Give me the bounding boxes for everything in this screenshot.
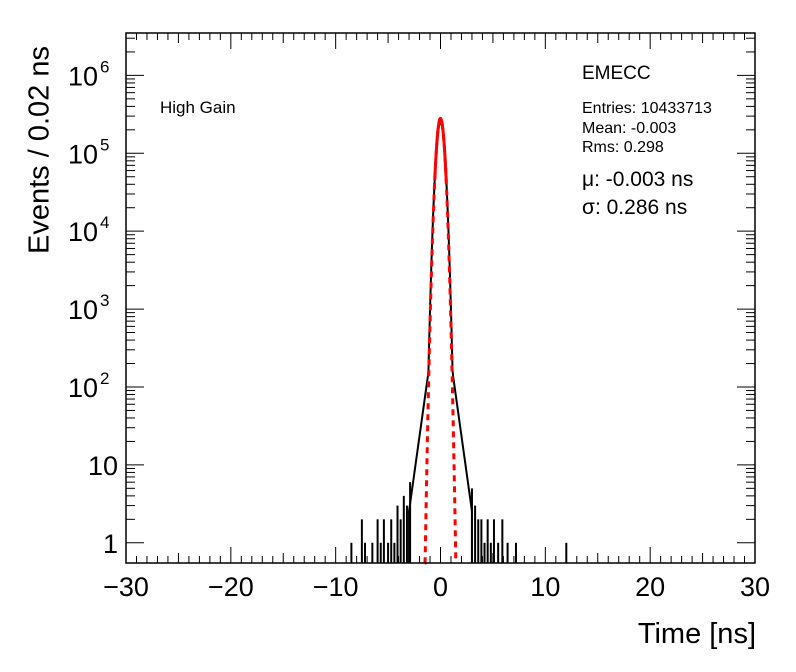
histogram-sparse-bins (350, 482, 568, 563)
y-tick-label: 10 (68, 217, 98, 247)
x-axis-label: Time [ns] (637, 618, 756, 650)
y-axis-label: Events / 0.02 ns (23, 46, 56, 254)
stats-mean: Mean: -0.003 (582, 120, 677, 137)
plot-frame (125, 32, 756, 564)
y-tick-exponent: 2 (100, 369, 109, 388)
y-tick-exponent: 3 (100, 291, 109, 310)
y-tick-label: 10 (68, 295, 98, 325)
fit-sigma: σ: 0.286 ns (582, 196, 688, 219)
gain-annotation: High Gain (160, 98, 236, 117)
stats-rms: Rms: 0.298 (582, 139, 664, 156)
axis-ticks (125, 33, 756, 563)
fit-mu: μ: -0.003 ns (582, 168, 694, 191)
y-tick-label: 10 (88, 451, 118, 481)
x-tick-label: −30 (103, 572, 149, 602)
x-tick-label: 10 (530, 572, 560, 602)
stats-title: EMECC (582, 63, 651, 84)
y-tick-label: 10 (68, 61, 98, 91)
x-tick-label: 30 (740, 572, 770, 602)
x-tick-label: 0 (433, 572, 448, 602)
y-tick-label: 1 (103, 529, 118, 559)
gaussian-fit-solid (433, 116, 448, 182)
x-tick-label: 20 (635, 572, 665, 602)
y-tick-label: 10 (68, 139, 98, 169)
y-tick-exponent: 5 (100, 135, 109, 154)
y-tick-exponent: 6 (100, 57, 109, 76)
x-tick-label: −10 (313, 572, 359, 602)
y-tick-exponent: 4 (100, 213, 109, 232)
stats-entries: Entries: 10433713 (582, 100, 712, 117)
y-tick-label: 10 (68, 373, 98, 403)
x-tick-label: −20 (208, 572, 254, 602)
histogram-line (408, 120, 473, 563)
